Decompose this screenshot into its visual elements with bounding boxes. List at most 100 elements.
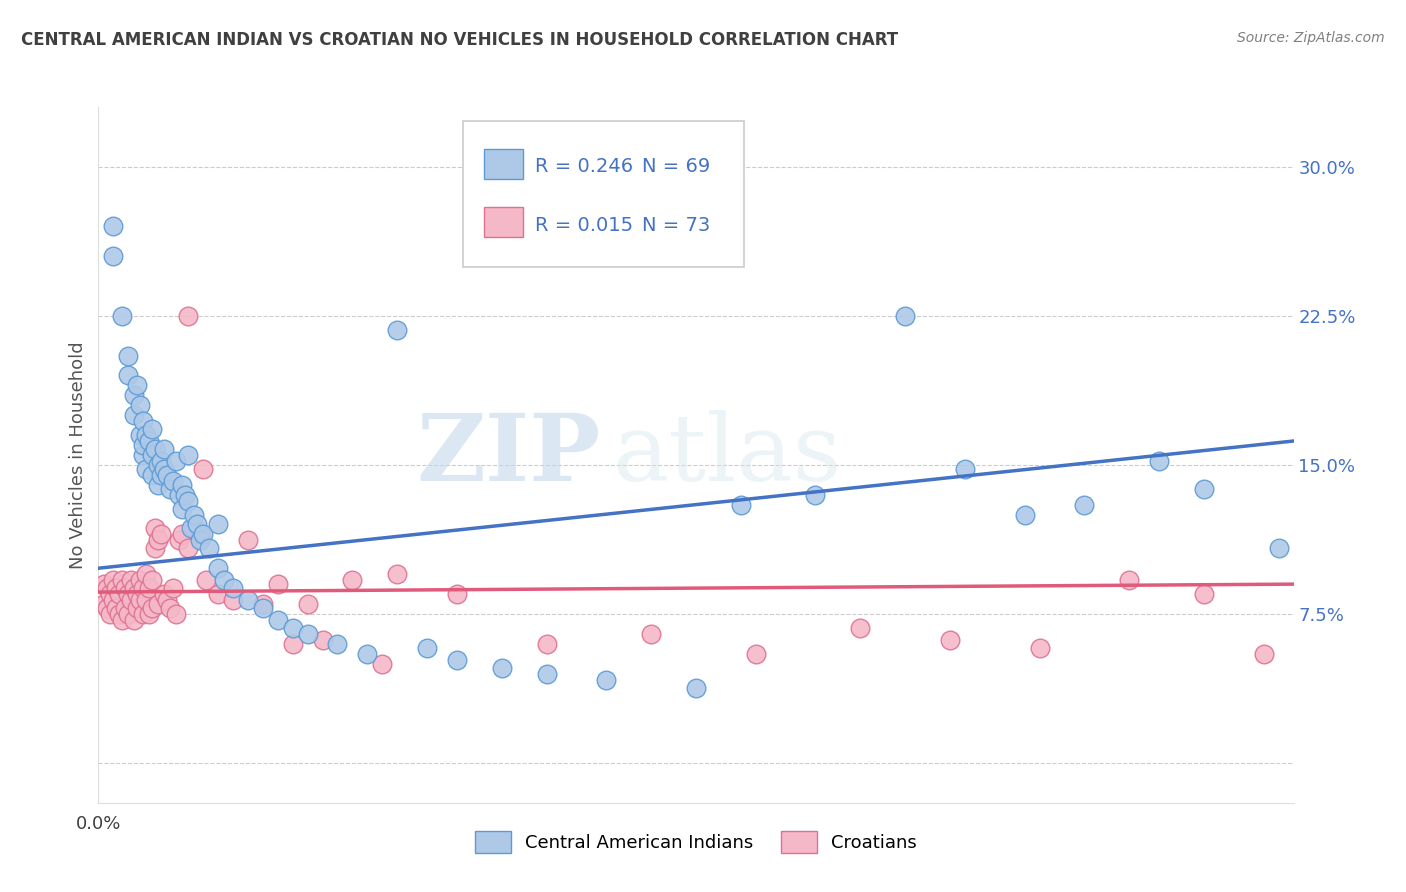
Point [124,388,146,402]
Point [114,601,136,615]
Point [371,657,394,671]
Point [745,647,768,661]
Point [148,477,170,491]
Point [135,428,157,442]
Point [953,462,976,476]
Point [177,493,200,508]
Point [174,488,197,502]
Point [730,498,752,512]
FancyBboxPatch shape [463,121,744,267]
Point [1028,640,1050,655]
Point [894,309,917,323]
Text: N = 73: N = 73 [643,216,710,235]
Point [297,627,319,641]
Point [148,458,170,472]
Point [129,428,152,442]
Point [536,637,558,651]
Point [207,517,229,532]
Point [141,448,163,462]
Point [141,467,163,482]
Point [150,527,173,541]
Point [103,219,125,234]
Point [143,442,166,456]
Point [129,573,152,587]
FancyBboxPatch shape [485,207,523,237]
Point [536,666,558,681]
Text: N = 69: N = 69 [643,157,710,176]
Point [849,621,872,635]
Point [207,561,229,575]
Point [141,601,163,615]
Legend: Central American Indians, Croatians: Central American Indians, Croatians [468,823,924,860]
Point [156,467,179,482]
Point [804,488,827,502]
Point [98,607,122,621]
Point [135,567,157,582]
Point [153,587,176,601]
Point [177,309,200,323]
Point [117,587,139,601]
Point [153,442,176,456]
Point [111,309,134,323]
Point [183,508,205,522]
Point [129,398,152,412]
Point [188,527,211,541]
Text: CENTRAL AMERICAN INDIAN VS CROATIAN NO VEHICLES IN HOUSEHOLD CORRELATION CHART: CENTRAL AMERICAN INDIAN VS CROATIAN NO V… [21,31,898,49]
Point [93,597,115,611]
Point [159,601,181,615]
Text: R = 0.015: R = 0.015 [534,216,633,235]
Y-axis label: No Vehicles in Household: No Vehicles in Household [69,341,87,569]
Point [267,577,290,591]
Point [236,593,259,607]
Point [416,640,439,655]
Point [141,422,163,436]
Point [212,573,235,587]
Point [150,454,173,468]
Point [167,488,190,502]
Point [186,517,208,532]
Point [108,607,131,621]
Text: ZIP: ZIP [416,410,600,500]
Point [446,653,468,667]
Point [127,587,149,601]
Point [167,533,190,548]
Point [446,587,468,601]
Point [191,527,214,541]
Point [132,607,155,621]
Point [117,349,139,363]
Point [195,573,218,587]
Point [124,613,146,627]
Point [96,581,118,595]
Point [98,587,122,601]
Point [252,597,274,611]
Point [177,541,200,556]
Point [342,573,364,587]
Point [162,474,184,488]
Point [148,533,170,548]
Point [1192,482,1215,496]
Point [236,533,259,548]
Point [135,462,157,476]
Point [385,323,409,337]
Point [385,567,409,582]
Point [177,448,200,462]
Point [150,467,173,482]
Point [188,533,211,548]
Point [103,249,125,263]
Point [491,660,513,674]
Point [93,577,115,591]
Point [114,581,136,595]
Text: atlas: atlas [613,410,842,500]
Point [183,521,205,535]
Point [138,581,160,595]
Point [132,438,155,452]
Text: Source: ZipAtlas.com: Source: ZipAtlas.com [1237,31,1385,45]
Point [153,462,176,476]
Point [105,601,128,615]
Point [1267,541,1289,556]
Point [640,627,662,641]
Point [105,581,128,595]
Point [165,454,187,468]
Point [595,673,617,687]
Point [281,621,304,635]
